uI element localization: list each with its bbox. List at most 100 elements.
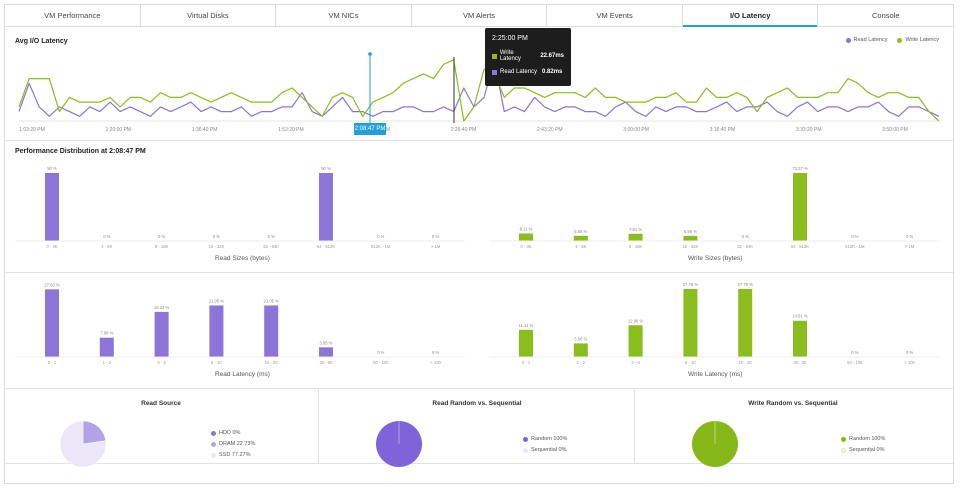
read-latency-value-label: 18.42 % [154,305,170,310]
read-latency-value-label: 7.89 % [100,331,113,336]
time-tick-label: 1:36:40 PM [192,127,218,133]
write-size-bar [573,235,588,241]
read-size-bar [45,173,59,241]
write-latency-value-label: 12.96 % [628,318,644,323]
write-sizes-label: Write Sizes (bytes) [688,255,743,262]
read-size-category-label: 16 - 32K [208,244,224,249]
write-size-value-label: 8.11 % [520,226,533,231]
read-latency-value-label: 3.95 % [319,340,332,345]
legend-hdd-label: HDD 0% [219,430,241,436]
write-latency-label: Write Latency (ms) [688,371,743,378]
legend-read-sequential-label: Sequential 0% [531,447,567,453]
read-latency-value-label: 21.05 % [209,298,225,303]
latency-tooltip: 2:25:00 PM Write Latency 22.67ms Read La… [485,28,571,86]
write-latency-category-label: 1 - 2 [577,360,586,365]
latency-legend: Read Latency Write Latency [845,37,939,43]
write-size-bar [793,173,807,241]
read-size-category-label: 32 - 64K [263,244,279,249]
distribution-bar-charts: 50 % 0 - 4K 0 % 4 - 8K 0 % 8 - 16K 0 % 16 - 32K… [15,166,939,365]
write-size-category-label: 32 - 64K [737,244,753,249]
tab-console[interactable]: Console [871,11,900,20]
write-size-bar [519,233,533,241]
read-latency-bar [45,289,59,357]
write-sequential-swatch [841,447,846,453]
tab-bar: VM Performance Virtual Disks VM NICs VM … [5,5,953,27]
divider [5,140,953,141]
tooltip-read-label: Read Latency [500,69,538,75]
read-random-legend: Random 100% Sequential 0% [523,436,567,458]
write-size-category-label: 64 - 512K [791,244,809,249]
write-latency-bar [573,343,588,357]
selected-time-badge[interactable]: 2:08:47 PM [354,123,386,135]
read-latency-category-label: > 100 [430,360,441,365]
write-latency-category-label: 0 - 1 [522,360,531,365]
read-size-value-label: 0 % [432,234,439,239]
read-latency-bar [209,305,224,357]
write-latency-line [18,59,940,122]
write-latency-category-label: 50 - 100 [847,360,863,365]
tab-vm-alerts[interactable]: VM Alerts [412,5,548,26]
write-size-value-label: 5.56 % [684,229,697,234]
time-tick-label: 2:26:40 PM [451,127,477,133]
read-size-category-label: 512K - 1M [371,244,391,249]
read-legend-swatch [845,37,851,43]
read-size-value-label: 50 % [321,166,331,171]
read-latency-category-label: 20 - 50 [319,360,333,365]
read-latency-bar [319,347,333,357]
selected-time-marker [368,52,372,56]
time-tick-label: 3:33:20 PM [796,127,822,133]
read-size-value-label: 0 % [268,234,275,239]
legend-write-random: Random 100% [841,436,885,442]
read-source-legend: HDD 0% DRAM 22.73% SSD 77.27% [211,430,255,463]
read-latency-value-label: 0 % [432,350,439,355]
write-latency-category-label: 2 - 5 [631,360,640,365]
time-tick-label: 1:53:20 PM [278,127,304,133]
write-size-bar [683,235,698,241]
tab-vm-events[interactable]: VM Events [547,5,683,26]
divider [318,389,319,463]
tab-vm-nics[interactable]: VM NICs [276,5,412,26]
divider [5,272,953,273]
write-latency-bar [519,329,533,357]
read-size-category-label: 0 - 4K [46,244,57,249]
legend-read-label: Read Latency [853,37,888,43]
write-size-category-label: > 1M [905,244,915,249]
read-size-value-label: 0 % [158,234,165,239]
read-latency-line [18,59,940,117]
write-latency-value-label: 0 % [906,350,913,355]
read-latency-bar [154,311,169,357]
read-size-value-label: 0 % [103,234,110,239]
legend-write-sequential: Sequential 0% [841,447,885,453]
write-latency-bar [793,320,807,357]
write-latency-value-label: 11.11 % [519,323,534,328]
legend-write-random-label: Random 100% [849,436,886,442]
legend-write[interactable]: Write Latency [897,37,939,43]
write-random-swatch [841,436,846,442]
read-latency-value-label: 0 % [377,350,384,355]
write-size-value-label: 0 % [851,234,858,239]
tab-io-latency[interactable]: I/O Latency [682,5,819,27]
write-latency-category-label: 5 - 10 [685,360,696,365]
hdd-swatch [211,430,216,436]
write-size-category-label: 0 - 4K [520,244,531,249]
legend-read[interactable]: Read Latency [845,37,888,43]
legend-dram: DRAM 22.73% [211,441,255,447]
tab-vm-performance[interactable]: VM Performance [5,5,141,26]
pie-charts [59,420,738,468]
read-sequential-swatch [523,447,528,453]
read-size-value-label: 50 % [47,166,57,171]
write-size-value-label: 73.37 % [792,166,808,171]
write-random-title: Write Random vs. Sequential [748,400,838,407]
read-size-category-label: 4 - 8K [101,244,112,249]
tooltip-read-row: Read Latency 0.82ms [492,69,564,75]
read-source-pie-slice [59,420,107,468]
write-random-legend: Random 100% Sequential 0% [841,436,885,458]
time-tick-label: 1:03:20 PM [19,127,45,133]
tab-virtual-disks[interactable]: Virtual Disks [141,5,277,26]
tooltip-read-value: 0.82ms [542,69,563,75]
legend-read-sequential: Sequential 0% [523,447,567,453]
write-latency-category-label: > 100 [904,360,915,365]
write-size-category-label: 16 - 32K [682,244,698,249]
read-latency-value-label: 21.05 % [264,298,280,303]
read-latency-category-label: 50 - 100 [373,360,389,365]
